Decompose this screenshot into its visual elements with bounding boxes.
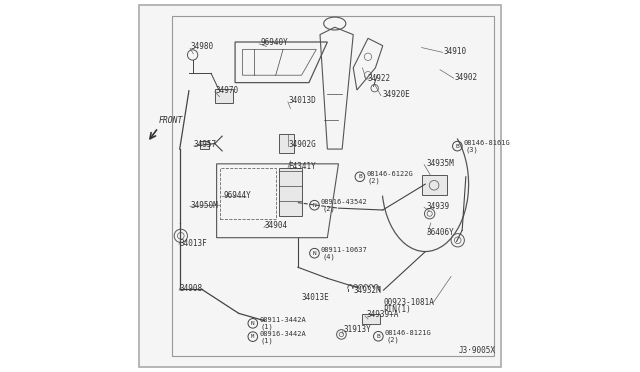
Text: 31913Y: 31913Y bbox=[344, 325, 372, 334]
Text: 34908: 34908 bbox=[180, 284, 203, 293]
FancyBboxPatch shape bbox=[200, 141, 209, 149]
Text: J3·9005X: J3·9005X bbox=[458, 346, 495, 355]
Text: M: M bbox=[251, 334, 255, 339]
Text: FRONT: FRONT bbox=[159, 116, 184, 125]
Text: 34935M: 34935M bbox=[426, 158, 454, 168]
Text: 34013E: 34013E bbox=[301, 293, 330, 302]
FancyBboxPatch shape bbox=[362, 314, 380, 324]
Text: 34950M: 34950M bbox=[191, 201, 218, 210]
Text: (2): (2) bbox=[323, 206, 335, 212]
Text: 34957: 34957 bbox=[194, 140, 217, 149]
Text: B: B bbox=[358, 174, 362, 179]
Text: 08146-8121G: 08146-8121G bbox=[385, 330, 431, 336]
Text: (1): (1) bbox=[261, 337, 274, 344]
Text: 96944Y: 96944Y bbox=[223, 191, 251, 200]
Text: 34922: 34922 bbox=[367, 74, 390, 83]
Text: B: B bbox=[376, 334, 380, 339]
Text: E4341Y: E4341Y bbox=[289, 162, 316, 171]
Text: 08146-6122G: 08146-6122G bbox=[366, 171, 413, 177]
Text: 34013D: 34013D bbox=[289, 96, 316, 105]
FancyBboxPatch shape bbox=[280, 134, 294, 153]
Text: (2): (2) bbox=[368, 177, 381, 184]
Text: (1): (1) bbox=[261, 324, 274, 330]
Text: N: N bbox=[312, 251, 316, 256]
Text: 34013F: 34013F bbox=[180, 239, 207, 248]
FancyBboxPatch shape bbox=[422, 175, 447, 195]
Text: PIN(1): PIN(1) bbox=[383, 305, 412, 314]
Text: 00923-1081A: 00923-1081A bbox=[383, 298, 435, 307]
Text: N: N bbox=[251, 321, 255, 326]
Text: 08916-43542: 08916-43542 bbox=[321, 199, 367, 205]
Text: 34902: 34902 bbox=[455, 73, 478, 81]
Text: 34904: 34904 bbox=[264, 221, 288, 230]
FancyBboxPatch shape bbox=[139, 5, 501, 367]
Text: 08911-3442A: 08911-3442A bbox=[259, 317, 306, 323]
Text: 34910: 34910 bbox=[444, 47, 467, 56]
FancyBboxPatch shape bbox=[172, 16, 493, 356]
Text: (4): (4) bbox=[323, 254, 335, 260]
Text: 34920E: 34920E bbox=[382, 90, 410, 99]
Text: 34970: 34970 bbox=[216, 86, 239, 95]
FancyBboxPatch shape bbox=[280, 167, 301, 215]
FancyBboxPatch shape bbox=[215, 89, 233, 103]
Text: 08911-10637: 08911-10637 bbox=[321, 247, 367, 253]
Text: N: N bbox=[312, 203, 316, 208]
Text: 08916-3442A: 08916-3442A bbox=[259, 331, 306, 337]
Text: 08146-8161G: 08146-8161G bbox=[463, 140, 510, 146]
Text: 34980: 34980 bbox=[190, 42, 213, 51]
Text: 36406Y: 36406Y bbox=[426, 228, 454, 237]
Text: 96940Y: 96940Y bbox=[260, 38, 288, 47]
Text: (3): (3) bbox=[465, 147, 478, 153]
Text: 34932M: 34932M bbox=[354, 286, 381, 295]
Text: 34939: 34939 bbox=[426, 202, 449, 211]
Text: (2): (2) bbox=[387, 337, 399, 343]
Text: 34939+A: 34939+A bbox=[366, 310, 399, 319]
Text: 34902G: 34902G bbox=[289, 140, 316, 149]
Text: B: B bbox=[456, 144, 460, 149]
